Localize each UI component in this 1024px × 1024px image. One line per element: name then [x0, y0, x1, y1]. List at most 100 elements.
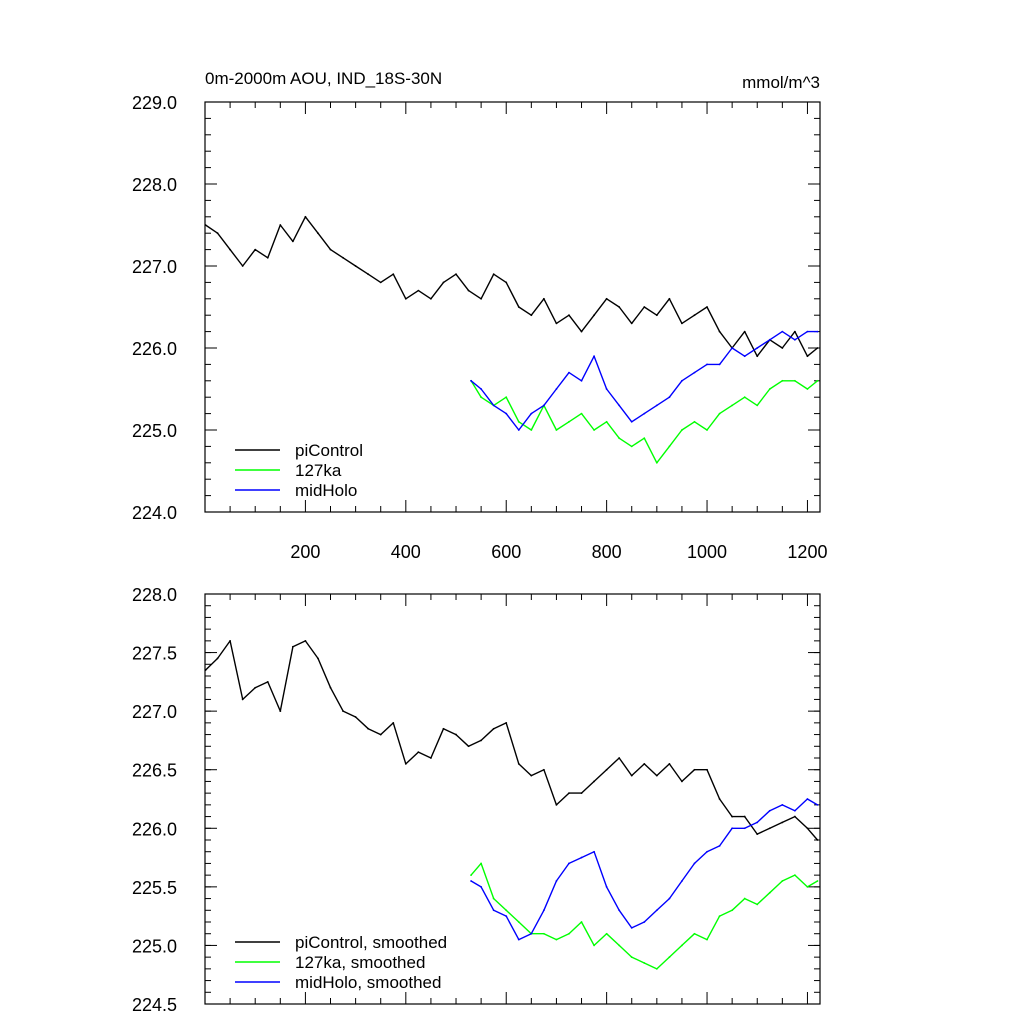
series-point: [793, 809, 796, 812]
series-point: [816, 880, 819, 882]
series-point: [555, 388, 558, 390]
series-point: [505, 281, 508, 284]
series-point: [517, 306, 520, 308]
bottom-panel-y-ticks: 224.5 225.0 225.5 226.0 226.5 227.0 227.5 228.0: [132, 585, 820, 1015]
series-point: [605, 420, 608, 423]
series-point: [480, 388, 483, 390]
series-point: [593, 780, 595, 783]
legend-label-0: piControl: [295, 441, 363, 460]
series-point: [781, 821, 784, 824]
series-point: [555, 938, 558, 941]
series-point: [655, 461, 658, 464]
series-point: [593, 314, 595, 317]
series-point: [781, 330, 784, 333]
series-point: [643, 962, 646, 964]
series-point: [743, 355, 746, 358]
series-point: [781, 880, 784, 882]
series-point: [505, 721, 508, 724]
series-point: [655, 774, 658, 777]
series-point: [404, 762, 407, 765]
series-point: [404, 297, 407, 300]
series-point: [505, 915, 508, 918]
bottom-panel-series: [204, 639, 819, 970]
series-point: [743, 330, 746, 333]
series-point: [768, 809, 771, 812]
series-point: [756, 347, 759, 349]
series-point: [668, 762, 671, 765]
series-point: [668, 297, 671, 300]
series-point: [681, 379, 683, 382]
y-tick-label: 226.0: [132, 339, 177, 359]
y-tick-label: 228.0: [132, 585, 177, 605]
series-point: [756, 903, 759, 906]
series-point: [555, 322, 558, 325]
series-point: [505, 396, 508, 399]
legend-label-2: midHolo, smoothed: [295, 973, 441, 992]
series-point: [291, 645, 294, 648]
series-point: [279, 224, 282, 226]
series-point: [354, 716, 357, 718]
y-tick-label: 227.0: [132, 702, 177, 722]
series-point: [266, 256, 269, 259]
y-tick-label: 228.0: [132, 175, 177, 195]
series-point: [655, 314, 658, 317]
series-point: [793, 338, 796, 341]
series-point: [706, 938, 708, 941]
series-point: [768, 891, 771, 894]
series-point: [593, 850, 595, 853]
series-point: [379, 733, 382, 736]
series-point: [630, 956, 633, 959]
series-point: [668, 396, 671, 399]
series-point: [555, 429, 558, 431]
series-point: [731, 815, 734, 818]
series-point: [706, 768, 708, 771]
series-point: [467, 745, 470, 748]
series-point: [655, 404, 658, 407]
series-point: [470, 880, 472, 882]
series-point: [630, 774, 633, 777]
series-point: [317, 657, 319, 660]
legend-label-2: midHolo: [295, 481, 357, 500]
series-point: [756, 833, 759, 836]
series-point: [530, 932, 533, 935]
bottom-panel-plot-frame: [204, 593, 821, 1005]
series-point: [693, 314, 696, 317]
series-point: [693, 420, 696, 423]
x-tick-label: 800: [592, 542, 622, 562]
series-point: [706, 850, 708, 853]
series-point: [630, 420, 633, 423]
series-point: [643, 921, 646, 923]
series-line-0: [205, 640, 819, 841]
series-point: [743, 396, 746, 399]
series-point: [618, 437, 621, 440]
series-point: [530, 314, 533, 317]
series-point: [467, 289, 470, 292]
series-point: [706, 429, 708, 431]
top-panel-y-ticks: 224.0 225.0 226.0 227.0 228.0 229.0: [132, 93, 820, 523]
series-point: [542, 297, 545, 300]
series-point: [681, 322, 683, 325]
series-point: [530, 412, 533, 415]
series-point: [718, 363, 721, 366]
series-point: [480, 739, 483, 742]
y-tick-label: 224.5: [132, 995, 177, 1015]
series-point: [317, 232, 319, 235]
bottom-panel: 224.5 225.0 225.5 226.0 226.5 227.0 227.5 228.0…: [132, 585, 821, 1015]
series-point: [580, 330, 583, 333]
series-point: [241, 265, 244, 267]
series-point: [542, 909, 545, 912]
series-point: [342, 256, 344, 259]
series-line-0: [205, 216, 818, 357]
series-point: [304, 639, 307, 642]
series-point: [756, 404, 759, 407]
series-point: [480, 885, 483, 888]
series-point: [668, 445, 671, 448]
series-point: [806, 355, 809, 358]
series-point: [530, 429, 533, 431]
series-point: [568, 792, 570, 795]
series-point: [793, 815, 796, 818]
series-point: [731, 347, 734, 349]
series-point: [643, 437, 646, 440]
series-point: [354, 265, 357, 267]
